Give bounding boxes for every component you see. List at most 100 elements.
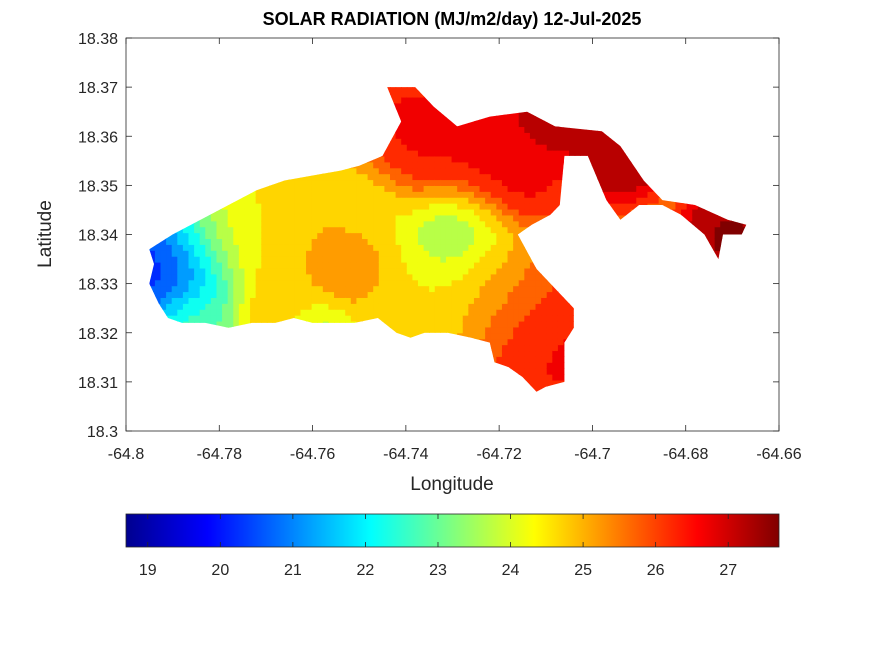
radiation-cell — [328, 208, 335, 216]
radiation-cell — [479, 267, 486, 275]
radiation-cell — [350, 256, 358, 263]
radiation-cell — [613, 191, 621, 198]
radiation-cell — [233, 244, 240, 251]
radiation-cell — [300, 232, 307, 240]
radiation-cell — [278, 256, 285, 263]
radiation-cell — [496, 356, 503, 363]
radiation-cell — [356, 167, 363, 175]
radiation-cell — [289, 185, 296, 192]
radiation-cell — [367, 309, 374, 316]
radiation-cell — [462, 279, 469, 287]
radiation-cell — [356, 173, 363, 181]
radiation-cell — [384, 173, 391, 181]
radiation-cell — [462, 262, 469, 269]
radiation-cell — [199, 291, 206, 298]
radiation-cell — [518, 332, 525, 340]
radiation-cell — [552, 203, 559, 210]
radiation-cell — [345, 167, 352, 175]
radiation-cell — [529, 379, 537, 387]
radiation-cell — [608, 155, 615, 163]
radiation-cell — [507, 303, 514, 310]
radiation-cell — [362, 244, 369, 251]
radiation-cell — [445, 220, 453, 228]
radiation-cell — [266, 262, 274, 269]
radiation-cell — [496, 208, 503, 216]
radiation-cell — [434, 120, 441, 128]
radiation-cell — [345, 232, 352, 240]
radiation-cell — [501, 179, 509, 186]
radiation-cell — [457, 238, 464, 245]
radiation-cell — [552, 197, 559, 204]
radiation-cell — [199, 250, 206, 257]
radiation-cell — [390, 91, 397, 98]
radiation-cell — [317, 214, 324, 222]
radiation-cell — [490, 344, 497, 352]
radiation-cell — [675, 203, 682, 210]
radiation-cell — [300, 303, 307, 310]
radiation-cell — [182, 262, 190, 269]
radiation-cell — [513, 161, 520, 169]
radiation-cell — [322, 179, 330, 186]
radiation-cell — [462, 244, 469, 251]
radiation-cell — [619, 197, 626, 204]
radiation-cell — [339, 267, 346, 275]
radiation-cell — [496, 309, 503, 316]
radiation-cell — [250, 208, 257, 216]
radiation-cell — [496, 203, 503, 210]
radiation-cell — [513, 214, 520, 222]
radiation-cell — [406, 208, 413, 216]
radiation-cell — [541, 161, 548, 169]
radiation-cell — [501, 214, 509, 222]
radiation-cell — [244, 262, 251, 269]
radiation-cell — [513, 179, 520, 186]
radiation-cell — [306, 273, 313, 281]
radiation-cell — [636, 173, 643, 181]
radiation-cell — [473, 332, 481, 340]
radiation-cell — [602, 161, 609, 169]
radiation-cell — [412, 250, 419, 257]
radiation-cell — [300, 226, 307, 234]
radiation-cell — [457, 179, 464, 186]
radiation-cell — [440, 244, 447, 251]
radiation-cell — [440, 214, 447, 222]
radiation-cell — [507, 203, 514, 210]
radiation-cell — [238, 262, 246, 269]
radiation-cell — [535, 267, 542, 275]
radiation-cell — [485, 126, 492, 133]
radiation-cell — [501, 144, 509, 151]
radiation-cell — [311, 267, 318, 275]
radiation-cell — [261, 185, 268, 192]
radiation-cell — [473, 285, 481, 293]
radiation-cell — [194, 262, 201, 269]
radiation-cell — [457, 185, 464, 192]
radiation-cell — [468, 214, 475, 222]
radiation-cell — [501, 244, 509, 251]
radiation-cell — [423, 161, 430, 169]
radiation-cell — [328, 291, 335, 298]
radiation-cell — [238, 244, 246, 251]
radiation-cell — [496, 132, 503, 139]
radiation-cell — [278, 297, 285, 304]
radiation-cell — [412, 91, 419, 98]
radiation-cell — [507, 244, 514, 251]
radiation-cell — [334, 220, 341, 228]
radiation-cell — [300, 315, 307, 322]
radiation-cell — [529, 326, 537, 334]
radiation-cell — [255, 297, 262, 304]
radiation-cell — [535, 350, 542, 357]
radiation-cell — [440, 138, 447, 145]
radiation-cell — [468, 191, 475, 198]
radiation-cell — [468, 244, 475, 251]
radiation-cell — [406, 144, 413, 151]
radiation-cell — [524, 356, 531, 363]
radiation-cell — [350, 167, 358, 175]
radiation-cell — [294, 232, 302, 240]
radiation-cell — [266, 297, 274, 304]
radiation-cell — [524, 362, 531, 369]
radiation-cell — [417, 238, 425, 245]
radiation-cell — [255, 285, 262, 293]
radiation-cell — [384, 273, 391, 281]
radiation-cell — [529, 214, 537, 222]
radiation-cell — [283, 256, 290, 263]
radiation-cell — [238, 220, 246, 228]
